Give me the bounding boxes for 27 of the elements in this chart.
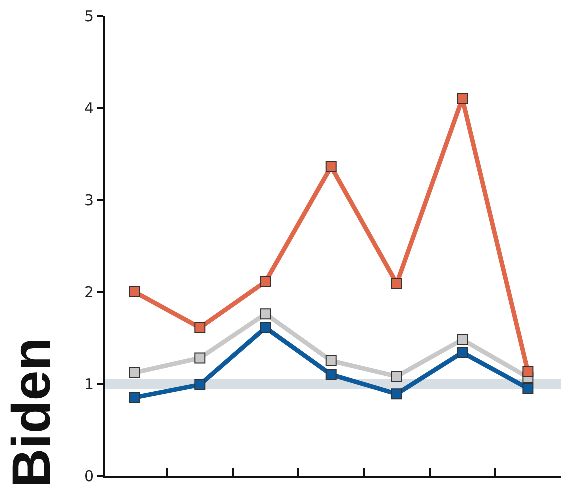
y-tick-label: 2 bbox=[84, 283, 94, 302]
point bbox=[129, 367, 140, 378]
point bbox=[522, 383, 534, 394]
point bbox=[391, 278, 402, 290]
y-tick-label: 3 bbox=[84, 191, 94, 210]
point bbox=[194, 352, 206, 364]
point bbox=[194, 322, 206, 334]
y-tick-label: 1 bbox=[84, 375, 94, 394]
point bbox=[522, 366, 534, 378]
point bbox=[391, 371, 402, 382]
point bbox=[260, 276, 272, 288]
point bbox=[260, 322, 272, 334]
y-tick-label: 4 bbox=[84, 99, 94, 118]
y-tick-label: 0 bbox=[84, 467, 94, 486]
point bbox=[457, 93, 468, 104]
point bbox=[457, 334, 468, 346]
point bbox=[260, 308, 272, 320]
point bbox=[326, 161, 337, 172]
y-axis-title: Biden bbox=[2, 338, 62, 488]
point bbox=[326, 369, 337, 380]
point bbox=[326, 356, 337, 366]
point bbox=[391, 388, 402, 400]
point bbox=[129, 392, 140, 404]
y-tick-label: 5 bbox=[84, 7, 94, 26]
point bbox=[457, 347, 468, 358]
point bbox=[129, 286, 140, 298]
point bbox=[194, 379, 206, 390]
